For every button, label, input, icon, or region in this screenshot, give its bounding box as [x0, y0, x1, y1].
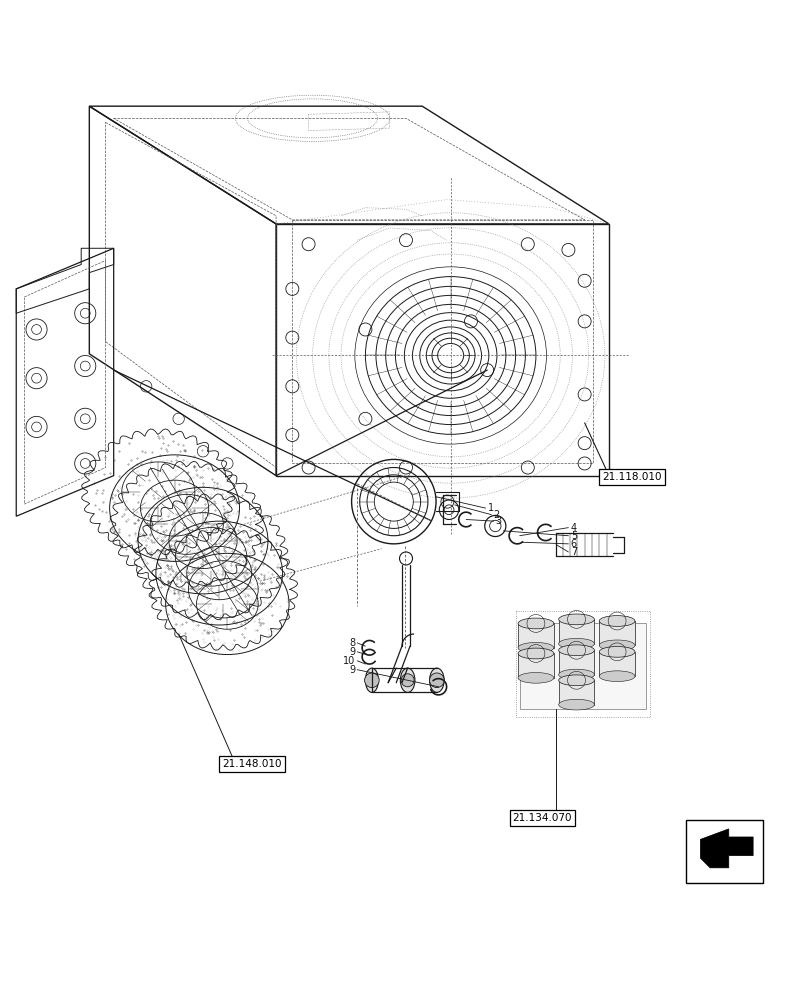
- Ellipse shape: [558, 645, 594, 656]
- Ellipse shape: [517, 672, 553, 683]
- Ellipse shape: [558, 638, 594, 649]
- Ellipse shape: [517, 648, 553, 659]
- Text: 2: 2: [493, 510, 500, 520]
- Text: 1: 1: [487, 503, 494, 513]
- Ellipse shape: [599, 646, 634, 657]
- Circle shape: [401, 674, 414, 687]
- Bar: [519, 623, 645, 709]
- Bar: [558, 680, 594, 705]
- Text: 8: 8: [349, 638, 355, 648]
- Ellipse shape: [599, 616, 634, 626]
- Ellipse shape: [558, 614, 594, 625]
- Ellipse shape: [365, 668, 378, 692]
- Text: 3: 3: [495, 516, 501, 526]
- Bar: [558, 650, 594, 675]
- Text: 21.118.010: 21.118.010: [601, 472, 661, 482]
- Ellipse shape: [517, 618, 553, 629]
- Ellipse shape: [558, 669, 594, 680]
- Ellipse shape: [429, 668, 444, 692]
- Text: 6: 6: [570, 539, 577, 549]
- Bar: [517, 623, 553, 648]
- Bar: [685, 820, 762, 883]
- Text: 5: 5: [570, 531, 577, 541]
- Ellipse shape: [599, 640, 634, 651]
- Ellipse shape: [558, 699, 594, 710]
- Bar: [558, 619, 594, 644]
- Text: 21.134.070: 21.134.070: [512, 813, 572, 823]
- Text: 4: 4: [570, 523, 577, 533]
- Polygon shape: [699, 829, 752, 868]
- Text: 21.148.010: 21.148.010: [221, 759, 281, 769]
- Ellipse shape: [400, 668, 414, 692]
- Ellipse shape: [517, 642, 553, 653]
- Text: 7: 7: [570, 547, 577, 557]
- Text: 9: 9: [349, 665, 355, 675]
- Text: 10: 10: [343, 656, 355, 666]
- Circle shape: [429, 673, 444, 688]
- Circle shape: [364, 673, 379, 688]
- Ellipse shape: [599, 671, 634, 682]
- Bar: [517, 653, 553, 678]
- Ellipse shape: [558, 675, 594, 686]
- Text: 9: 9: [349, 647, 355, 657]
- Bar: [599, 652, 634, 676]
- Bar: [599, 621, 634, 645]
